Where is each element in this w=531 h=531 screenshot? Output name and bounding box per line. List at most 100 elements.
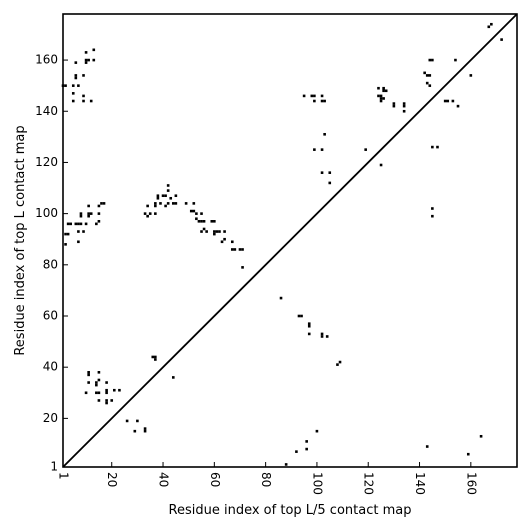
y-tick-label: 1 xyxy=(50,460,58,474)
contact-point xyxy=(213,220,216,223)
contact-point xyxy=(428,74,432,77)
contact-point xyxy=(82,230,85,233)
contact-point xyxy=(154,202,157,205)
x-axis-ticks: 1 20 40 60 80 100 120 140 160 xyxy=(57,462,478,495)
contact-point xyxy=(82,94,85,98)
contact-point xyxy=(305,447,308,451)
contact-point xyxy=(454,58,457,62)
contact-point xyxy=(382,86,385,90)
contact-point xyxy=(71,84,75,87)
contact-point xyxy=(328,171,332,174)
contact-point xyxy=(436,145,439,149)
contact-point xyxy=(74,76,78,80)
contact-point xyxy=(97,391,101,395)
contact-point xyxy=(84,58,88,62)
contact-point xyxy=(87,371,90,374)
x-axis-label: Residue index of top L/5 contact map xyxy=(169,503,412,518)
contact-point xyxy=(195,217,198,221)
contact-point xyxy=(174,202,178,205)
contact-point xyxy=(84,61,88,64)
diagonal-line xyxy=(62,13,518,468)
x-tick-label: 1 xyxy=(57,472,71,480)
contact-point xyxy=(164,204,167,208)
contact-point xyxy=(423,71,426,75)
contact-point xyxy=(154,212,157,215)
contact-point xyxy=(151,355,155,359)
contact-point xyxy=(313,148,316,151)
contact-point xyxy=(89,212,93,215)
y-axis-label: Residue index of top L contact map xyxy=(13,125,28,355)
contact-point xyxy=(490,22,493,26)
contact-point xyxy=(320,94,324,98)
contact-point xyxy=(223,237,226,241)
contact-point xyxy=(156,196,160,200)
contact-point xyxy=(92,58,96,62)
contact-point xyxy=(118,388,121,392)
contact-point xyxy=(402,102,406,105)
contact-point xyxy=(320,335,324,338)
contact-point xyxy=(402,104,406,108)
contact-point xyxy=(210,220,214,223)
contact-point xyxy=(223,230,226,233)
contact-point xyxy=(79,212,83,215)
contact-point xyxy=(446,99,450,103)
contact-point xyxy=(238,248,242,251)
contact-point xyxy=(425,81,429,85)
contact-point xyxy=(97,212,101,215)
contact-point xyxy=(105,388,108,392)
contact-point xyxy=(202,220,206,223)
x-tick-label: 60 xyxy=(208,472,222,487)
contact-point xyxy=(87,212,90,215)
contact-point xyxy=(392,104,396,108)
contact-point xyxy=(95,222,98,226)
contact-point xyxy=(300,314,303,318)
contact-point xyxy=(148,212,152,215)
contact-point xyxy=(74,74,78,77)
contact-point xyxy=(74,222,78,226)
contact-point xyxy=(192,209,196,213)
contact-point xyxy=(97,220,101,223)
contact-point xyxy=(71,99,75,103)
contact-point xyxy=(384,89,388,93)
contact-point xyxy=(105,381,108,384)
contact-point xyxy=(382,97,385,100)
x-tick-label: 80 xyxy=(259,472,273,487)
contact-point xyxy=(71,92,75,95)
contact-point xyxy=(233,248,237,251)
contact-point xyxy=(87,204,90,208)
contact-point xyxy=(379,94,383,98)
contact-point xyxy=(171,376,175,379)
contact-point xyxy=(323,99,326,103)
contact-point xyxy=(192,202,196,205)
y-tick-label: 120 xyxy=(35,155,58,169)
contact-point xyxy=(133,429,137,433)
contact-point xyxy=(425,74,429,77)
contact-point xyxy=(392,102,396,105)
contact-point xyxy=(66,222,70,226)
contact-point xyxy=(143,429,147,433)
contact-point xyxy=(202,227,206,231)
contact-point xyxy=(87,214,90,218)
contact-point xyxy=(364,148,367,151)
contact-point xyxy=(487,25,491,29)
contact-point xyxy=(84,51,88,54)
x-tick-label: 120 xyxy=(362,472,376,495)
contact-point xyxy=(279,296,283,300)
contact-point xyxy=(156,194,160,198)
contact-point xyxy=(338,360,342,364)
contact-point xyxy=(230,248,234,251)
contact-point xyxy=(79,222,83,226)
contact-point xyxy=(466,452,470,456)
contact-point xyxy=(428,58,432,62)
contact-point xyxy=(456,104,460,108)
contact-point xyxy=(105,401,108,405)
contact-point xyxy=(320,171,324,174)
contact-point xyxy=(143,427,147,430)
contact-point xyxy=(425,445,429,448)
contact-point xyxy=(431,214,434,218)
contact-point xyxy=(328,181,332,185)
y-tick-label: 20 xyxy=(43,411,58,425)
contact-point xyxy=(159,202,162,205)
contact-point xyxy=(161,194,165,198)
